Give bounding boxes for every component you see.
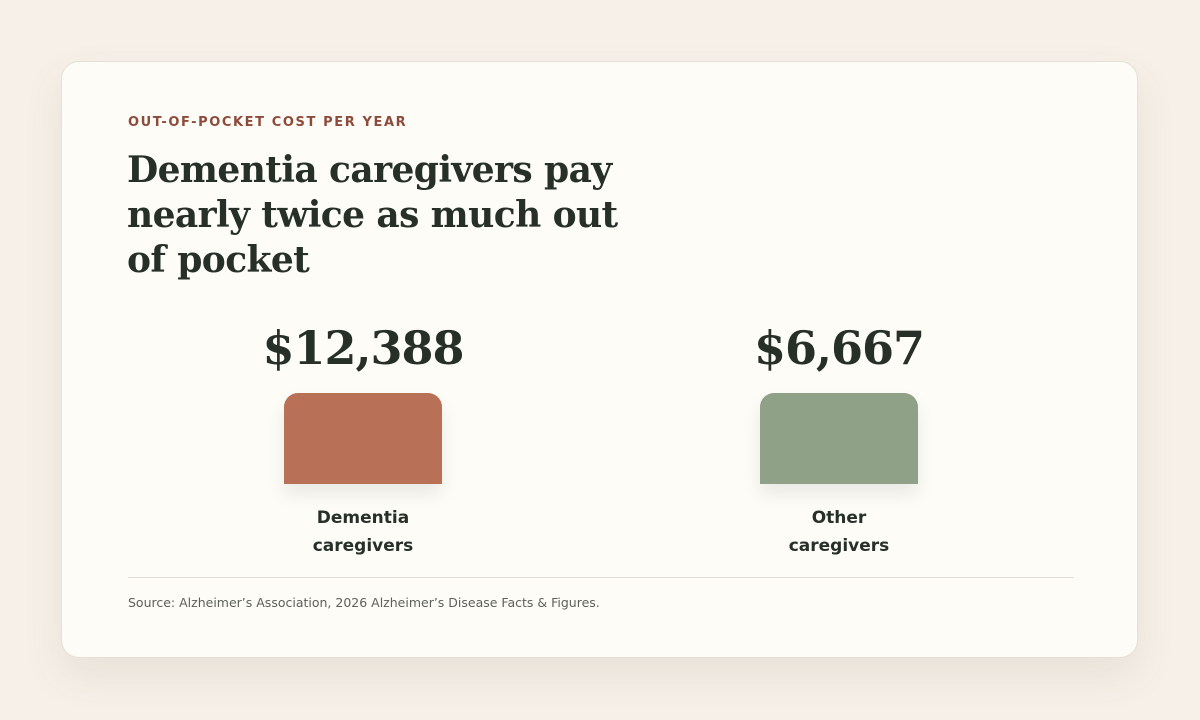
bar-group-dementia: $12,388 Dementia caregivers bbox=[233, 320, 493, 560]
source-note: Source: Alzheimer’s Association, 2026 Al… bbox=[128, 595, 600, 610]
bar-category-label-line: Dementia bbox=[316, 508, 410, 528]
bar-area bbox=[709, 386, 969, 498]
chart-title: Dementia caregivers pay nearly twice as … bbox=[127, 149, 618, 281]
bar-category-label: Dementia caregivers bbox=[233, 504, 493, 560]
chart-card: OUT-OF-POCKET COST PER YEAR Dementia car… bbox=[61, 61, 1138, 658]
bar-area bbox=[233, 386, 493, 498]
bar-dementia-caregivers bbox=[284, 393, 442, 484]
bar-value-label: $12,388 bbox=[262, 321, 464, 375]
bar-other-caregivers bbox=[760, 393, 918, 484]
bar-category-label: Other caregivers bbox=[709, 504, 969, 560]
source-divider bbox=[128, 577, 1074, 578]
bar-category-label-line: caregivers bbox=[312, 536, 414, 556]
bar-group-other: $6,667 Other caregivers bbox=[709, 320, 969, 560]
bar-category-label-line: caregivers bbox=[788, 536, 890, 556]
bar-category-label-line: Other bbox=[811, 508, 867, 528]
bar-value-label: $6,667 bbox=[753, 321, 925, 375]
chart-eyebrow: OUT-OF-POCKET COST PER YEAR bbox=[128, 115, 408, 130]
